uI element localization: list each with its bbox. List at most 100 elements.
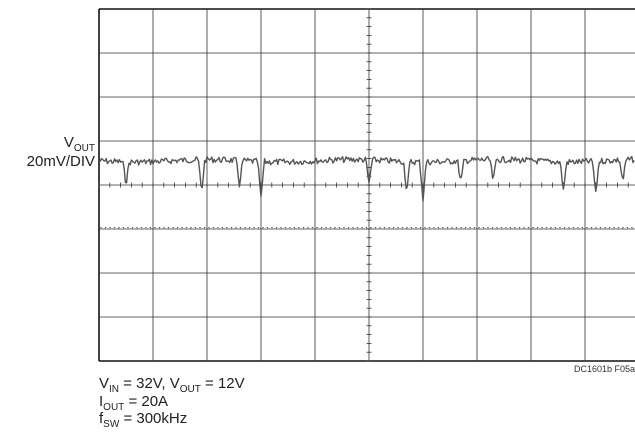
reference-dot [514,226,516,229]
reference-dot [325,226,327,229]
reference-dot [415,226,417,229]
grid [98,8,635,362]
channel-scale: 20mV/DIV [26,153,95,170]
reference-dot [154,226,156,229]
reference-dot [379,226,381,229]
reference-dot [532,226,534,229]
reference-dot [410,226,413,229]
reference-dot [442,226,444,229]
reference-dot [212,226,215,229]
condition-text-part: = 12V [200,375,245,392]
reference-dot [181,226,183,229]
reference-dot [131,226,134,229]
reference-dot [352,226,354,229]
reference-dot [383,226,386,229]
condition-text-part: I [99,393,104,410]
reference-dot [266,226,269,229]
reference-dot [347,226,350,229]
reference-dot [365,226,368,229]
reference-dot [496,226,498,229]
reference-dot [541,226,543,229]
condition-text-part: IN [109,384,120,395]
reference-dot [203,226,206,229]
condition-text-part: f [99,410,104,427]
reference-dot [586,226,588,229]
condition-fsw: fSW = 300kHz [99,410,188,430]
reference-dot [253,226,255,229]
reference-dot [518,226,521,229]
reference-dot [275,226,278,229]
reference-dot [536,226,539,229]
reference-dot [370,226,372,229]
reference-dot [343,226,345,229]
condition-vin-vout: VIN = 32V, VOUT = 12V [99,375,245,395]
reference-dot [113,226,116,229]
reference-dot [545,226,548,229]
reference-dot [446,226,449,229]
reference-dot [559,226,561,229]
reference-dot [527,226,530,229]
reference-dot [293,226,296,229]
reference-dot [550,226,552,229]
reference-dot [523,226,525,229]
reference-dot [572,226,575,229]
reference-dot [599,226,602,229]
channel-name: VOUT [63,134,95,154]
reference-dot [244,226,246,229]
reference-dot [199,226,201,229]
reference-dot [194,226,197,229]
reference-dot [451,226,453,229]
reference-dot [136,226,138,229]
reference-dot [329,226,332,229]
condition-text-part: = 20A [124,393,169,410]
reference-dot [392,226,395,229]
reference-dot [482,226,485,229]
reference-dot [617,226,620,229]
condition-text-part: OUT [179,384,201,395]
reference-dot [509,226,512,229]
reference-dot [122,226,125,229]
condition-text-part: = 32V, V [119,375,180,392]
condition-text-part: = 300kHz [119,410,188,427]
reference-dot [374,226,377,229]
reference-dot [302,226,305,229]
reference-dot [505,226,507,229]
reference-dot [140,226,143,229]
reference-dot [239,226,242,229]
reference-dot [127,226,129,229]
reference-dot [248,226,251,229]
reference-dot [230,226,233,229]
reference-dot [595,226,597,229]
reference-dot [473,226,476,229]
reference-dot [388,226,390,229]
reference-dot [455,226,458,229]
figure-code: DC1601b F05a [573,364,635,374]
reference-dot [185,226,188,229]
reference-dot [262,226,264,229]
reference-dot [604,226,606,229]
reference-dot [311,226,314,229]
reference-dot [469,226,471,229]
reference-dot [478,226,480,229]
reference-dot [226,226,228,229]
reference-dot [631,226,633,229]
reference-dot [257,226,260,229]
reference-dot [118,226,120,229]
reference-dot [280,226,282,229]
reference-dot [464,226,467,229]
reference-dot [581,226,584,229]
reference-dot [176,226,179,229]
condition-text-part: OUT [103,402,125,413]
reference-dot [334,226,336,229]
reference-dot [361,226,363,229]
reference-dot [608,226,611,229]
reference-dot [158,226,161,229]
reference-dot [590,226,593,229]
reference-dot [563,226,566,229]
reference-dot [217,226,219,229]
reference-dot [167,226,170,229]
reference-dot [491,226,494,229]
reference-dot [316,226,318,229]
reference-dot [145,226,147,229]
